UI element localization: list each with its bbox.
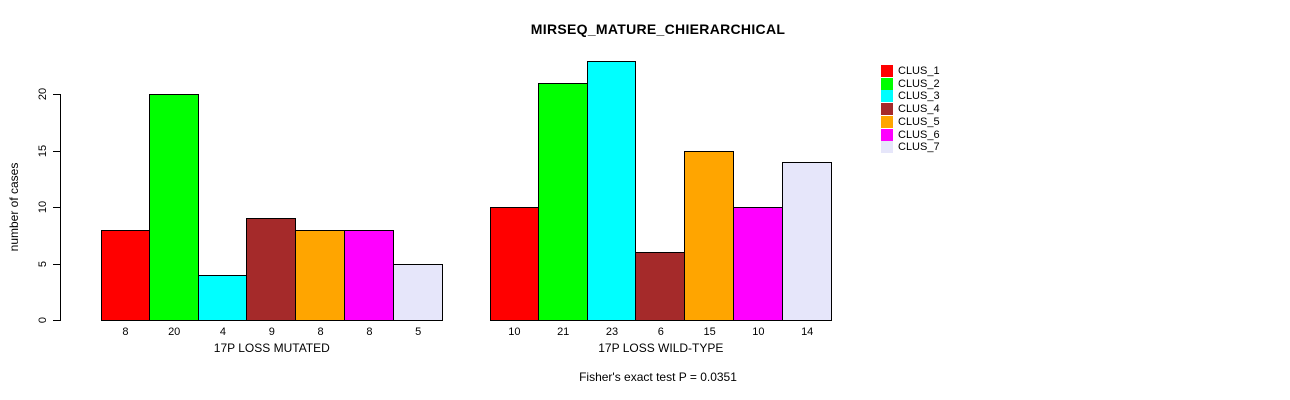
y-axis-tick: [52, 94, 60, 96]
legend-swatch-clus_2: [881, 77, 893, 90]
bar-clus_2: [148, 94, 199, 321]
bar-value-label: 6: [657, 326, 664, 338]
legend-item-clus_3: CLUS_3: [881, 90, 940, 103]
bar-clus_1: [490, 207, 539, 321]
legend-item-clus_4: CLUS_4: [881, 103, 940, 116]
y-axis-tick: [52, 207, 60, 209]
bar-clus_6: [344, 229, 394, 321]
bar-value-label: 20: [168, 326, 181, 338]
y-axis-tick-label: 0: [37, 316, 49, 324]
y-axis-tick: [52, 263, 60, 265]
bar-clus_2: [537, 83, 588, 321]
bar-value-label: 23: [605, 326, 619, 338]
bar-clus_3: [197, 274, 248, 321]
bar-clus_4: [635, 252, 686, 321]
y-axis-tick-label: 5: [37, 260, 49, 267]
bar-value-label: 10: [508, 326, 521, 338]
legend-label: CLUS_3: [898, 90, 940, 103]
legend-item-clus_7: CLUS_7: [881, 141, 940, 154]
bar-clus_7: [781, 162, 832, 321]
bar-clus_3: [586, 60, 637, 321]
bar-value-label: 14: [801, 326, 814, 338]
legend-swatch-clus_4: [881, 103, 893, 116]
fisher-test-annotation: Fisher's exact test P = 0.0351: [579, 370, 737, 384]
legend-label: CLUS_2: [898, 77, 940, 90]
legend-item-clus_5: CLUS_5: [881, 115, 940, 128]
bar-value-label: 10: [752, 326, 765, 338]
bar-value-label: 9: [268, 326, 275, 338]
legend-label: CLUS_4: [898, 103, 940, 116]
bar-value-label: 5: [415, 326, 422, 338]
bar-clus_7: [392, 263, 443, 321]
legend-swatch-clus_7: [881, 141, 893, 154]
legend-item-clus_1: CLUS_1: [881, 65, 940, 78]
bar-clus_6: [733, 207, 783, 321]
legend-label: CLUS_1: [898, 65, 940, 77]
bar-clus_5: [295, 229, 345, 321]
legend-label: CLUS_6: [898, 128, 940, 141]
y-axis-tick-label: 20: [37, 88, 49, 101]
y-axis-tick-label: 10: [37, 201, 49, 214]
bar-value-label: 4: [219, 326, 227, 338]
bar-clus_4: [246, 218, 297, 321]
bar-clus_5: [684, 150, 734, 321]
legend-swatch-clus_3: [881, 90, 893, 103]
y-axis-tick-label: 15: [37, 144, 49, 157]
legend-item-clus_2: CLUS_2: [881, 77, 940, 90]
legend-item-clus_6: CLUS_6: [881, 128, 940, 141]
chart-title: MIRSEQ_MATURE_CHIERARCHICAL: [530, 21, 786, 37]
legend-swatch-clus_1: [881, 65, 893, 77]
legend-label: CLUS_7: [898, 141, 940, 154]
bar-clus_1: [101, 229, 150, 321]
x-group-label: 17P LOSS WILD-TYPE: [598, 341, 724, 355]
y-axis-tick: [52, 150, 60, 152]
bar-value-label: 8: [317, 326, 324, 338]
bar-value-label: 8: [366, 326, 373, 338]
x-group-label: 17P LOSS MUTATED: [213, 341, 330, 355]
legend-swatch-clus_5: [881, 115, 893, 128]
legend-swatch-clus_6: [881, 128, 893, 141]
bar-value-label: 15: [703, 326, 716, 338]
legend-label: CLUS_5: [898, 115, 940, 128]
bar-value-label: 8: [122, 326, 129, 338]
bar-value-label: 21: [557, 326, 570, 338]
y-axis-tick: [52, 320, 60, 321]
y-axis-label: number of cases: [7, 162, 21, 252]
y-axis-line: [59, 94, 61, 321]
